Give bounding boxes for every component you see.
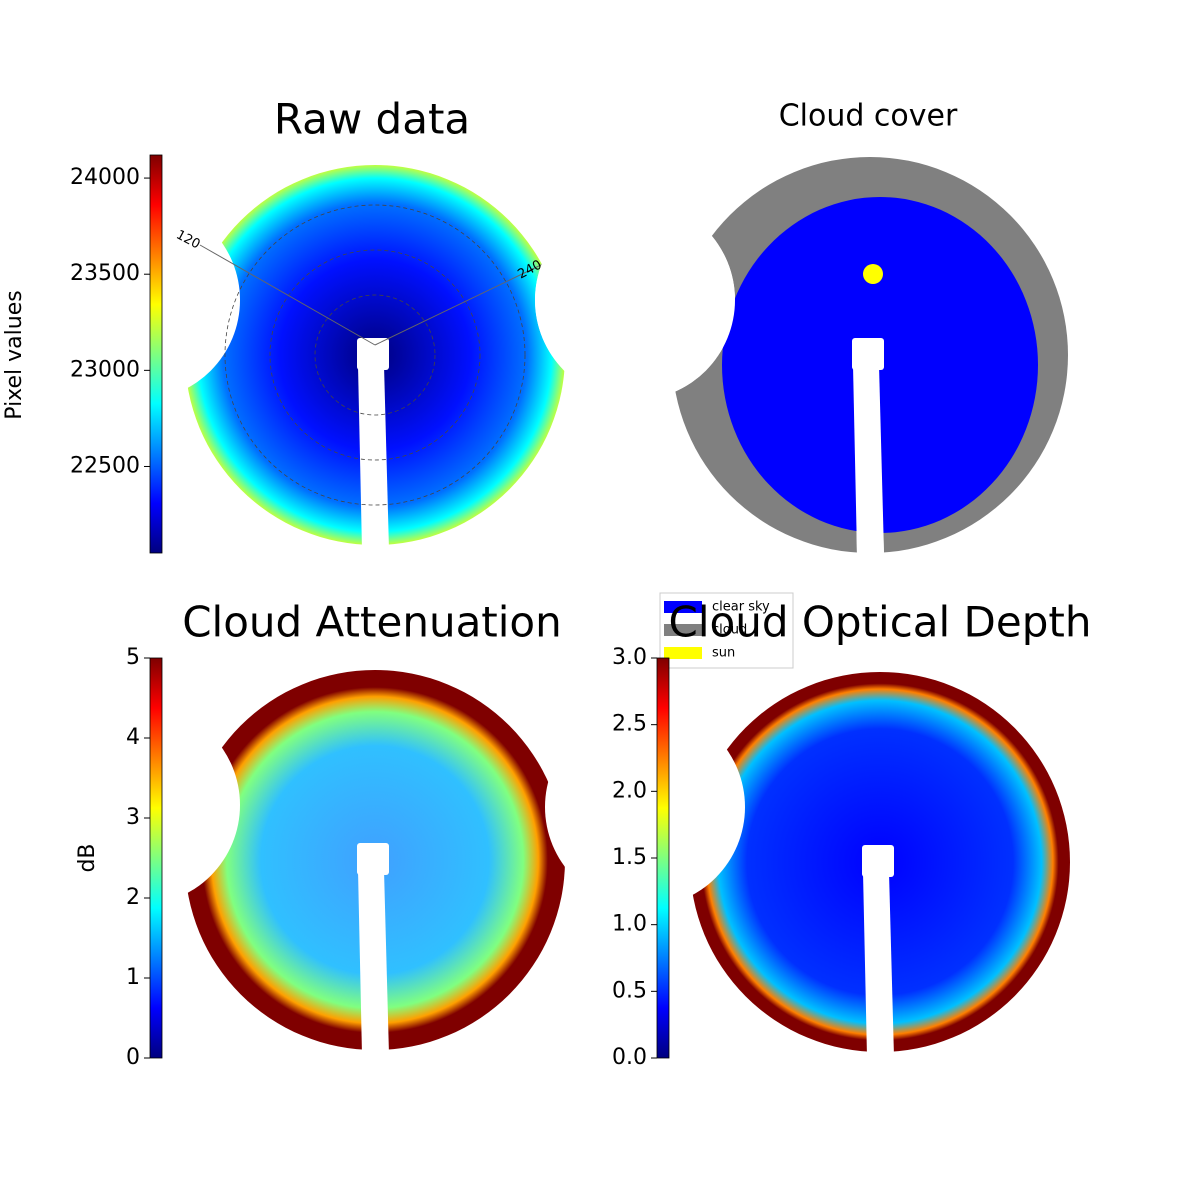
- sky-image: [535, 157, 1068, 558]
- y-tick-label: 0.5: [612, 978, 647, 1003]
- shadow-band: [358, 870, 389, 1055]
- shadow-arm: [852, 338, 884, 370]
- shadow-band: [358, 365, 389, 550]
- ring: [224, 204, 526, 506]
- y-tick-label: 1.5: [612, 845, 647, 870]
- horizon-mask: [545, 707, 745, 907]
- y-tick-label: 23000: [70, 357, 140, 382]
- panel-title: Cloud Attenuation: [182, 598, 562, 647]
- y-tick-label: 22500: [70, 453, 140, 478]
- ring: [314, 294, 436, 416]
- y-tick-label: 2.5: [612, 712, 647, 737]
- y-tick-label: 23500: [70, 261, 140, 286]
- colorbar: [656, 657, 670, 1059]
- y-tick-label: 4: [126, 725, 140, 750]
- horizon-mask: [535, 200, 735, 400]
- y-tick-label: 3: [126, 805, 140, 830]
- legend: clear sky cloud sun: [659, 592, 794, 669]
- sky-image: [40, 165, 565, 550]
- shadow-arm: [357, 843, 389, 875]
- shadow-arm: [862, 845, 894, 877]
- sky-image: [545, 672, 1070, 1057]
- panel-title: Cloud cover: [779, 99, 958, 134]
- y-tick-label: 0.0: [612, 1045, 647, 1070]
- legend-label: clear sky: [712, 600, 770, 615]
- panel-title: Raw data: [274, 95, 470, 144]
- sun: [863, 264, 883, 284]
- horizon-mask: [40, 200, 240, 400]
- colorbar: [149, 154, 163, 554]
- sky-image: [40, 670, 565, 1055]
- legend-label: cloud: [712, 623, 747, 638]
- y-tick-label: 2: [126, 885, 140, 910]
- y-tick-label: 2.0: [612, 778, 647, 803]
- colorbar: [149, 657, 163, 1059]
- horizon-mask: [40, 705, 240, 905]
- y-tick-label: 24000: [70, 165, 140, 190]
- y-tick-label: 1.0: [612, 912, 647, 937]
- y-tick-label: 5: [126, 645, 140, 670]
- y-tick-label: 3.0: [612, 645, 647, 670]
- colorbar-label: dB: [75, 843, 100, 872]
- panel-title: Cloud Optical Depth: [669, 598, 1092, 647]
- ring: [269, 249, 481, 461]
- legend-swatch: [664, 647, 702, 659]
- y-tick-label: 0: [126, 1045, 140, 1070]
- shadow-arm: [357, 338, 389, 370]
- shadow-band: [863, 872, 894, 1057]
- colorbar-label: Pixel values: [2, 290, 27, 419]
- azimuth-line: [199, 244, 376, 346]
- legend-swatch: [664, 624, 702, 636]
- legend-swatch: [664, 601, 702, 613]
- shadow-band: [853, 365, 884, 553]
- y-tick-label: 1: [126, 965, 140, 990]
- legend-label: sun: [712, 646, 735, 661]
- azimuth-line: [374, 249, 573, 346]
